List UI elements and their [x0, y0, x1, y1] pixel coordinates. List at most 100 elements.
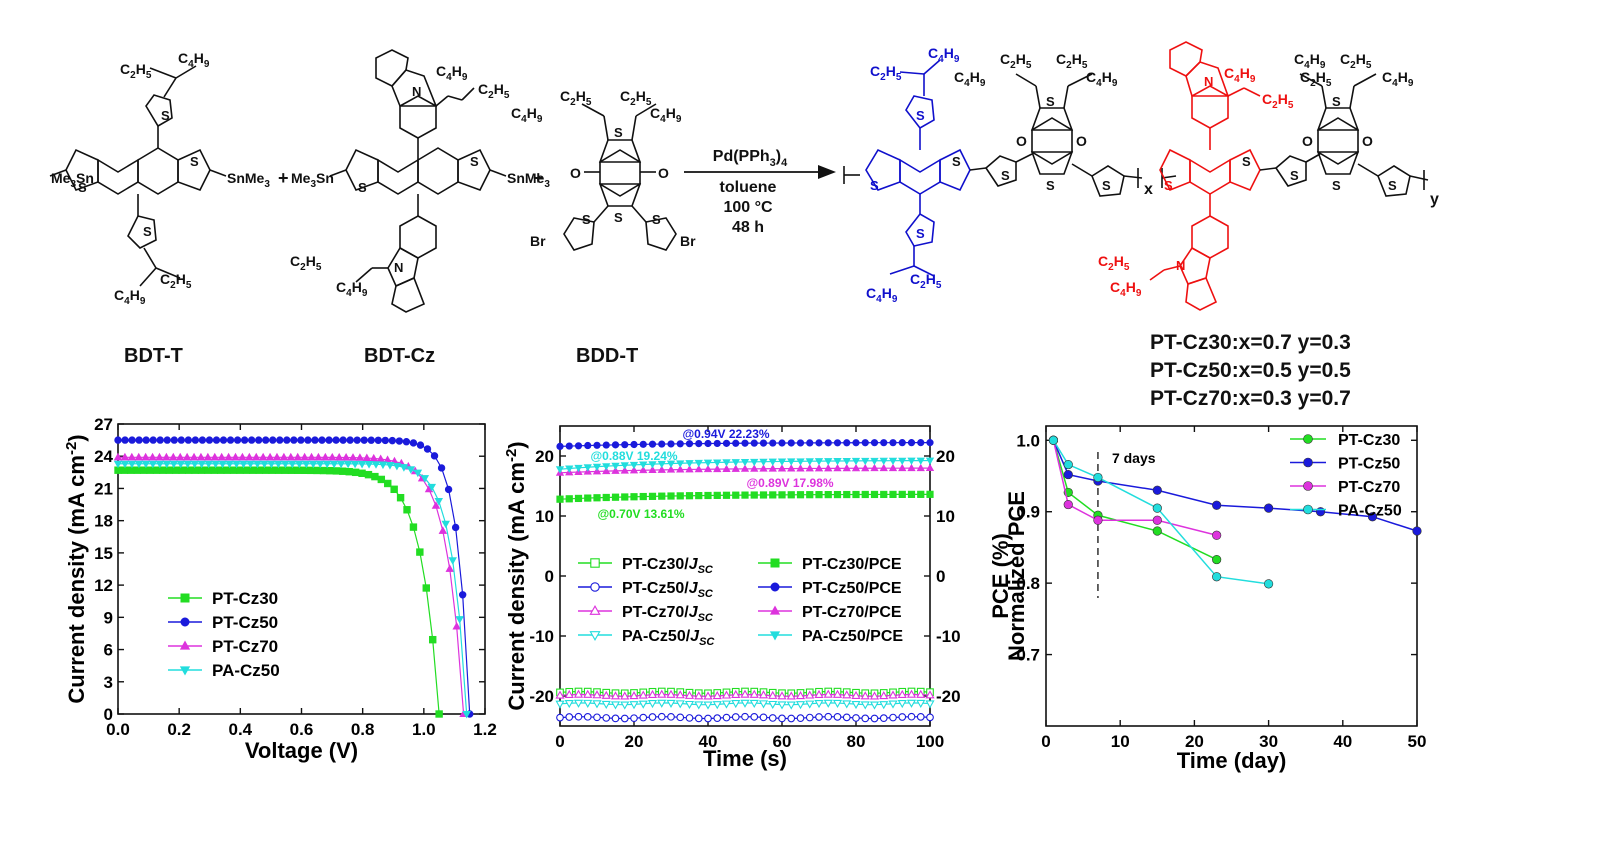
svg-text:C2H5: C2H5	[560, 88, 592, 108]
legend-marker	[770, 558, 780, 568]
data-point	[740, 689, 750, 698]
data-point	[898, 713, 907, 721]
data-point	[833, 463, 842, 472]
data-point	[388, 436, 397, 445]
data-point	[750, 458, 759, 467]
data-point	[444, 485, 453, 494]
data-point	[127, 466, 135, 474]
data-point	[555, 690, 565, 699]
y-tick-label: 0	[545, 567, 554, 586]
data-point	[916, 457, 925, 465]
data-point	[777, 458, 787, 466]
data-point	[371, 472, 379, 481]
data-point	[916, 463, 925, 472]
data-point	[611, 493, 620, 501]
ring	[1189, 158, 1231, 195]
sub: 4	[521, 114, 527, 125]
data-point	[593, 441, 601, 449]
data-point	[880, 439, 888, 447]
data-point	[307, 452, 316, 461]
data-point	[712, 691, 722, 700]
data-point	[639, 465, 648, 474]
series-pt-cz70	[113, 452, 468, 718]
data-point	[638, 690, 648, 699]
atom-h: H	[1398, 69, 1408, 85]
sub: 5	[1288, 100, 1294, 111]
data-point	[621, 441, 629, 449]
series-line	[118, 463, 468, 715]
atom-c: C	[478, 81, 488, 97]
data-point	[294, 466, 302, 474]
atom-h: H	[130, 287, 140, 303]
sub: 2	[1272, 100, 1278, 111]
y-tick-label: 0.7	[1016, 646, 1040, 665]
data-point	[695, 440, 703, 448]
data-point	[1048, 435, 1059, 445]
data-point	[155, 460, 165, 469]
data-point	[217, 466, 225, 474]
atom-s: S	[1332, 178, 1341, 193]
y-tick-label: 15	[94, 544, 113, 563]
atom-h: H	[1072, 51, 1082, 67]
data-point	[731, 464, 740, 472]
data-point	[805, 700, 815, 709]
data-point	[172, 466, 180, 474]
data-point	[422, 584, 430, 592]
data-point	[343, 460, 353, 469]
sub: 4	[964, 78, 970, 89]
sub: 5	[1366, 60, 1372, 71]
data-point	[326, 466, 334, 475]
data-point	[658, 440, 666, 448]
data-point	[348, 453, 358, 461]
data-point	[620, 466, 629, 474]
data-point	[409, 523, 418, 531]
data-point	[731, 700, 741, 709]
sub: 4	[876, 294, 882, 305]
sub: 2	[1350, 60, 1356, 71]
data-point	[815, 439, 823, 447]
legend-marker	[1303, 504, 1313, 515]
data-point	[843, 490, 851, 499]
data-point	[731, 689, 741, 698]
data-point	[926, 713, 934, 722]
data-point	[740, 699, 750, 708]
data-point	[262, 436, 270, 444]
sub: 9	[204, 59, 210, 70]
atom-s: S	[143, 224, 152, 239]
atom-o: O	[658, 165, 669, 181]
svg-text:C2H5: C2H5	[620, 88, 652, 108]
data-point	[675, 700, 685, 709]
label-bdt-cz: BDT-Cz	[364, 345, 435, 367]
x-tick-label: 20	[1185, 732, 1204, 751]
atom-n: N	[1176, 258, 1185, 273]
data-point	[233, 436, 242, 444]
polymer-bdd-unit-1	[969, 73, 1143, 197]
legend-marker	[769, 631, 781, 641]
data-point	[758, 700, 769, 709]
atom-c: C	[1300, 69, 1310, 85]
y2-tick-label: -10	[936, 627, 961, 646]
data-point	[583, 689, 593, 698]
svg-text:Me3Sn: Me3Sn	[291, 170, 334, 190]
svg-text:C4H9: C4H9	[336, 279, 368, 299]
data-point	[879, 691, 889, 700]
series-pt-cz70-pce	[555, 463, 935, 476]
data-point	[898, 457, 907, 466]
data-point	[293, 452, 302, 461]
data-point	[304, 436, 312, 444]
atom-s: S	[1242, 154, 1251, 169]
data-point	[759, 464, 768, 472]
atom-s: S	[1001, 168, 1010, 183]
series-pt-cz50	[1048, 435, 1422, 536]
atom-o: O	[1076, 133, 1087, 149]
data-point	[177, 436, 186, 444]
data-point	[251, 452, 261, 461]
data-point	[448, 557, 457, 565]
sub: 2	[130, 70, 136, 81]
data-point	[611, 714, 620, 723]
atom-h: H	[666, 105, 676, 121]
data-point	[685, 714, 694, 722]
atom-h: H	[1016, 51, 1026, 67]
data-point	[455, 616, 464, 624]
data-point	[648, 440, 657, 448]
